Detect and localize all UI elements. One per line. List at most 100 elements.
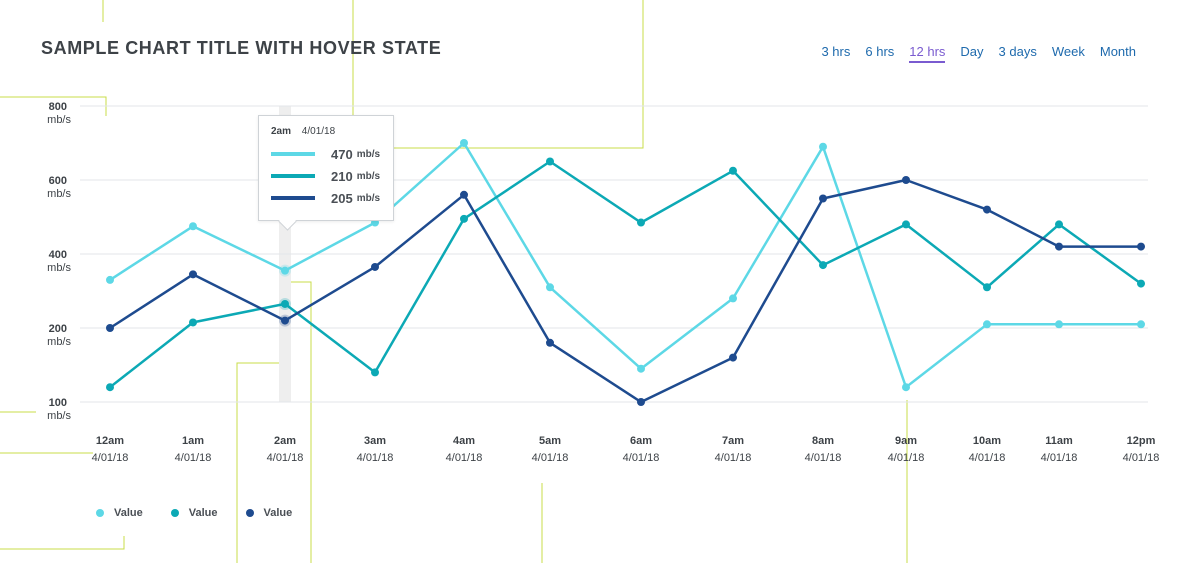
- data-point: [637, 398, 645, 406]
- time-range-tabs: 3 hrs 6 hrs 12 hrs Day 3 days Week Month: [821, 44, 1136, 63]
- x-tick-date: 4/01/18: [532, 452, 569, 464]
- data-point: [902, 176, 910, 184]
- x-tick-label: 8am: [812, 435, 834, 447]
- data-point: [819, 194, 827, 203]
- x-tick-date: 4/01/18: [267, 452, 304, 464]
- data-point: [983, 320, 991, 329]
- x-tick-date: 4/01/18: [623, 452, 660, 464]
- tooltip-row: 210 mb/s: [271, 165, 381, 187]
- legend-dot: [245, 509, 254, 517]
- x-tick-label: 5am: [539, 435, 561, 447]
- data-point: [281, 299, 289, 308]
- data-point: [281, 316, 289, 325]
- x-tick-date: 4/01/18: [1123, 452, 1160, 464]
- tooltip-unit: mb/s: [356, 192, 381, 204]
- data-point: [729, 294, 737, 303]
- tab-3-days[interactable]: 3 days: [998, 44, 1037, 59]
- y-tick-label: 100: [49, 397, 67, 409]
- tooltip-time: 2am: [271, 126, 292, 137]
- x-tick-label: 6am: [630, 435, 652, 447]
- y-tick-label: 600: [49, 175, 67, 187]
- y-tick-unit: mb/s: [47, 410, 71, 422]
- y-tick-label: 800: [49, 101, 67, 113]
- tab-3-hrs[interactable]: 3 hrs: [821, 44, 851, 59]
- data-point: [819, 142, 827, 151]
- data-point: [460, 190, 468, 199]
- legend-item[interactable]: Value: [170, 507, 218, 519]
- data-point: [106, 324, 114, 332]
- x-tick-label: 3am: [364, 435, 386, 447]
- data-point: [546, 338, 554, 347]
- tab-day[interactable]: Day: [960, 44, 984, 59]
- legend-dot: [96, 509, 104, 517]
- data-point: [1137, 279, 1145, 288]
- y-tick-unit: mb/s: [47, 114, 71, 126]
- data-point: [819, 261, 827, 270]
- tooltip-value: 470: [331, 146, 353, 162]
- data-point: [729, 166, 737, 175]
- data-point: [189, 318, 197, 327]
- legend-label: Value: [114, 507, 143, 519]
- x-tick-label: 2am: [274, 435, 296, 447]
- tooltip-unit: mb/s: [356, 170, 381, 182]
- tooltip-swatch: [271, 196, 315, 200]
- x-tick-label: 11am: [1045, 435, 1073, 447]
- data-point: [371, 368, 379, 377]
- tooltip-header: 2am 4/01/18: [271, 126, 381, 137]
- data-point: [637, 364, 645, 373]
- x-tick-date: 4/01/18: [1041, 452, 1078, 464]
- data-point: [189, 270, 197, 279]
- x-tick-label: 10am: [973, 435, 1001, 447]
- data-point: [460, 214, 468, 223]
- x-tick-date: 4/01/18: [175, 452, 212, 464]
- x-tick-date: 4/01/18: [357, 452, 394, 464]
- y-tick-unit: mb/s: [47, 336, 71, 348]
- data-point: [637, 218, 645, 227]
- hover-tooltip: 2am 4/01/18 470 mb/s 210 mb/s 205 mb/s: [258, 115, 394, 221]
- data-point: [546, 283, 554, 292]
- legend-dot: [170, 509, 179, 517]
- tooltip-row: 205 mb/s: [271, 187, 381, 209]
- data-point: [106, 275, 114, 284]
- data-point: [1055, 220, 1063, 229]
- tab-12-hrs[interactable]: 12 hrs: [909, 44, 946, 63]
- chart-legend: Value Value Value: [96, 507, 292, 519]
- legend-label: Value: [188, 507, 218, 519]
- y-tick-unit: mb/s: [47, 188, 71, 200]
- tab-6-hrs[interactable]: 6 hrs: [865, 44, 895, 59]
- data-point: [189, 222, 197, 231]
- tab-week[interactable]: Week: [1051, 44, 1085, 59]
- x-tick-date: 4/01/18: [715, 452, 752, 464]
- x-tick-date: 4/01/18: [805, 452, 842, 464]
- data-point: [983, 205, 991, 214]
- tooltip-value: 210: [331, 168, 353, 184]
- data-point: [371, 262, 379, 271]
- data-point: [546, 157, 554, 166]
- x-tick-label: 4am: [453, 435, 475, 447]
- x-tick-label: 12pm: [1127, 435, 1156, 447]
- data-point: [983, 283, 991, 292]
- tab-month[interactable]: Month: [1099, 44, 1136, 59]
- data-point: [902, 383, 910, 392]
- y-tick-label: 200: [49, 323, 67, 335]
- legend-item[interactable]: Value: [96, 507, 143, 519]
- data-point: [1137, 320, 1145, 329]
- legend-item[interactable]: Value: [245, 507, 293, 519]
- y-tick-unit: mb/s: [47, 262, 71, 274]
- tooltip-value: 205: [331, 190, 353, 206]
- tooltip-date: 4/01/18: [301, 126, 336, 137]
- tooltip-swatch: [271, 152, 315, 156]
- x-tick-label: 1am: [182, 435, 204, 447]
- x-tick-date: 4/01/18: [969, 452, 1006, 464]
- tooltip-unit: mb/s: [356, 148, 381, 160]
- x-tick-date: 4/01/18: [446, 452, 483, 464]
- data-point: [729, 353, 737, 362]
- tooltip-row: 470 mb/s: [271, 143, 381, 165]
- x-tick-label: 9am: [895, 435, 917, 447]
- data-point: [460, 139, 468, 147]
- legend-label: Value: [263, 507, 293, 519]
- x-tick-label: 12am: [96, 435, 124, 447]
- chart-title: SAMPLE CHART TITLE WITH HOVER STATE: [41, 38, 442, 58]
- x-tick-date: 4/01/18: [92, 452, 129, 464]
